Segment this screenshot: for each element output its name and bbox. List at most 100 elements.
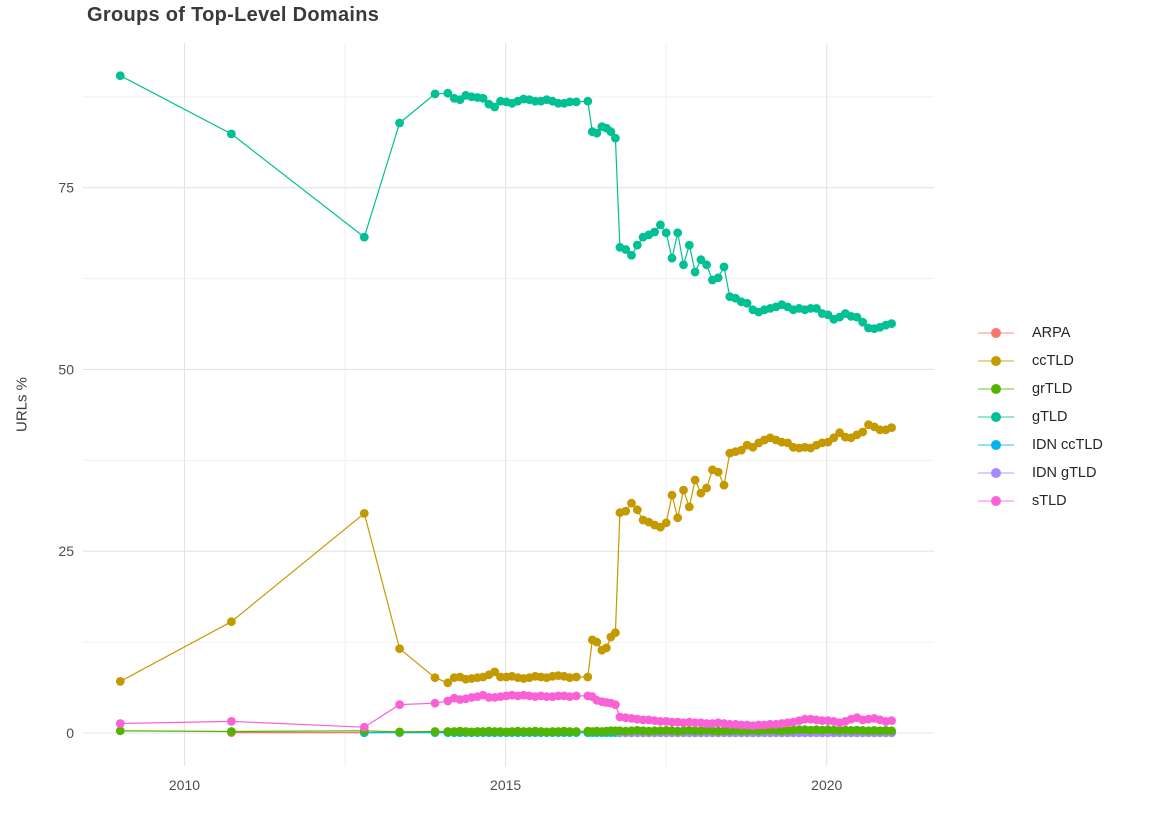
legend-item-label: ARPA	[1032, 325, 1071, 341]
data-point	[430, 727, 440, 736]
legend-key-icon	[978, 468, 1014, 478]
data-point	[571, 672, 581, 682]
data-point	[395, 644, 404, 654]
data-point	[115, 677, 125, 686]
data-point	[673, 513, 683, 523]
legend-key-icon	[978, 384, 1014, 394]
data-point	[359, 232, 369, 242]
data-point	[684, 240, 694, 250]
data-point	[359, 509, 369, 518]
data-point	[395, 727, 404, 737]
legend: ARPA ccTLD grTLD gTLD IDN ccTLD IDN gTLD sTLD	[976, 319, 1103, 515]
data-point	[690, 475, 700, 485]
data-point	[359, 722, 369, 732]
data-point	[713, 273, 723, 283]
legend-item-IDN-gTLD: IDN gTLD	[976, 459, 1103, 487]
legend-item-sTLD: sTLD	[976, 487, 1103, 515]
legend-item-label: IDN gTLD	[1032, 465, 1097, 481]
data-point	[719, 480, 729, 490]
data-point	[661, 228, 671, 238]
legend-item-grTLD: grTLD	[976, 375, 1103, 403]
data-point	[611, 133, 620, 143]
data-point	[565, 727, 575, 736]
legend-key-icon	[978, 328, 1014, 338]
gridlines-major	[83, 43, 934, 766]
data-point	[592, 128, 602, 138]
data-point	[443, 88, 453, 98]
legend-item-label: IDN ccTLD	[1032, 437, 1103, 453]
data-point	[887, 423, 896, 432]
legend-item-label: grTLD	[1032, 381, 1073, 397]
data-point	[565, 673, 575, 683]
x-tick-label: 2015	[490, 777, 521, 793]
data-point	[227, 717, 236, 726]
data-point	[115, 71, 125, 81]
legend-key-icon	[978, 412, 1014, 422]
x-tick-label: 2020	[811, 777, 842, 793]
data-point	[656, 220, 665, 230]
data-point	[667, 490, 677, 500]
data-point	[690, 267, 700, 277]
data-point	[858, 317, 868, 327]
data-point	[565, 692, 575, 701]
data-point	[430, 673, 440, 683]
data-point	[627, 498, 636, 508]
chart-title: Groups of Top-Level Domains	[87, 4, 380, 26]
data-point	[713, 467, 723, 477]
legend-key-icon	[978, 496, 1014, 506]
series-points-sTLD	[115, 690, 896, 732]
data-point	[115, 719, 125, 728]
data-point	[650, 227, 659, 237]
data-point	[661, 518, 671, 528]
data-point	[583, 96, 593, 106]
data-point	[621, 245, 631, 254]
y-tick-label: 0	[66, 725, 74, 741]
data-point	[702, 483, 711, 493]
data-point	[227, 727, 236, 736]
legend-item-label: sTLD	[1032, 493, 1067, 509]
data-point	[443, 727, 453, 736]
series-points	[115, 71, 896, 738]
data-point	[887, 716, 896, 725]
data-point	[611, 700, 620, 709]
series-points-ccTLD	[115, 420, 896, 688]
gridlines-minor	[83, 43, 934, 766]
data-point	[742, 298, 752, 308]
legend-item-ccTLD: ccTLD	[976, 347, 1103, 375]
legend-item-label: ccTLD	[1032, 353, 1074, 369]
x-tick-label: 2010	[169, 777, 200, 793]
data-point	[679, 260, 688, 270]
data-point	[602, 643, 611, 653]
data-point	[571, 97, 581, 107]
data-point	[673, 228, 683, 238]
legend-item-gTLD: gTLD	[976, 403, 1103, 431]
data-point	[702, 260, 711, 270]
data-point	[227, 129, 236, 139]
data-point	[565, 97, 575, 107]
axis-tick-labels: 0 25 50 75 2010 2015 2020	[58, 180, 842, 793]
y-tick-label: 75	[58, 180, 74, 196]
data-point	[592, 637, 602, 647]
data-point	[696, 488, 706, 498]
data-point	[621, 506, 631, 516]
series-points-gTLD	[115, 71, 896, 334]
data-point	[571, 727, 581, 736]
data-point	[829, 433, 839, 443]
legend-item-IDN-ccTLD: IDN ccTLD	[976, 431, 1103, 459]
y-tick-label: 50	[58, 361, 74, 377]
data-point	[684, 502, 694, 512]
data-point	[667, 253, 677, 263]
data-point	[478, 93, 488, 103]
legend-key-icon	[978, 440, 1014, 450]
data-point	[490, 667, 500, 677]
data-point	[858, 427, 868, 437]
data-point	[430, 89, 440, 99]
data-point	[736, 445, 746, 455]
data-point	[227, 617, 236, 627]
data-point	[583, 672, 593, 682]
data-point	[812, 304, 821, 313]
data-point	[606, 127, 616, 137]
data-point	[395, 118, 404, 128]
